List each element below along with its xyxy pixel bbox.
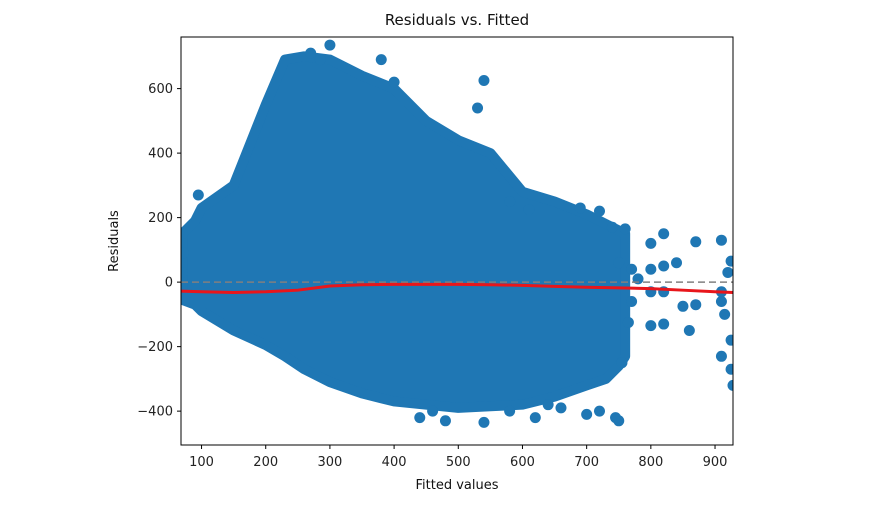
residual-point <box>719 308 731 320</box>
residual-point <box>181 228 188 240</box>
x-axis-ticks: 100 200 300 400 500 600 700 800 900 <box>189 445 727 470</box>
residual-point <box>439 415 451 427</box>
residual-point <box>626 263 638 275</box>
residual-point <box>715 234 727 246</box>
x-tick-label: 100 <box>189 455 214 470</box>
lowess-smooth-line <box>181 282 733 294</box>
x-tick-label: 300 <box>317 455 342 470</box>
residual-point <box>725 363 733 375</box>
residual-point <box>414 412 426 424</box>
residual-point <box>523 204 535 216</box>
residual-point <box>593 205 605 217</box>
residual-point <box>478 416 490 428</box>
y-tick-label: −200 <box>137 340 173 355</box>
residual-point <box>181 247 190 259</box>
x-tick-label: 500 <box>446 455 471 470</box>
plot-frame <box>180 36 734 446</box>
residual-point <box>375 54 387 66</box>
x-tick-label: 600 <box>510 455 535 470</box>
x-tick-label: 400 <box>382 455 407 470</box>
residual-point <box>610 412 622 424</box>
residual-point <box>725 255 733 267</box>
residual-point <box>645 320 657 332</box>
residual-point-cloud <box>181 51 631 413</box>
residual-point <box>671 257 683 269</box>
residual-point <box>658 228 670 240</box>
x-tick-label: 800 <box>638 455 663 470</box>
residual-point <box>690 236 702 248</box>
residual-point <box>427 405 439 417</box>
y-tick-label: 600 <box>148 82 173 97</box>
residual-point <box>504 405 516 417</box>
residual-point <box>616 357 628 369</box>
y-axis-label: Residuals <box>107 210 122 272</box>
residual-point <box>305 47 317 59</box>
residual-point <box>314 54 326 66</box>
x-axis-label: Fitted values <box>415 478 498 493</box>
residual-point <box>677 300 689 312</box>
y-axis-ticks: −400 −200 0 200 400 600 <box>137 82 181 420</box>
residual-point <box>715 350 727 362</box>
residual-point <box>725 334 733 346</box>
residual-point <box>542 399 554 411</box>
residual-point <box>645 237 657 249</box>
residual-point <box>555 402 567 414</box>
residual-point <box>181 266 188 278</box>
residual-point <box>478 75 490 87</box>
residual-point <box>626 295 638 307</box>
residual-point <box>388 76 400 88</box>
residual-point <box>690 299 702 311</box>
residual-point <box>504 195 516 207</box>
residual-point <box>658 318 670 330</box>
residual-point <box>529 412 541 424</box>
x-tick-label: 900 <box>703 455 728 470</box>
chart-title: Residuals vs. Fitted <box>385 11 529 29</box>
y-tick-label: 400 <box>148 147 173 162</box>
residual-point <box>593 405 605 417</box>
residual-point <box>324 39 336 51</box>
residual-point <box>619 223 631 235</box>
residual-point <box>645 263 657 275</box>
y-tick-label: 0 <box>165 276 173 291</box>
y-tick-label: 200 <box>148 211 173 226</box>
residual-point <box>622 316 634 328</box>
residual-point <box>658 260 670 272</box>
x-tick-label: 700 <box>574 455 599 470</box>
residual-point <box>722 266 733 278</box>
residual-point <box>715 295 727 307</box>
residual-point <box>606 221 618 233</box>
residual-point <box>192 189 204 201</box>
y-tick-label: −400 <box>137 405 173 420</box>
residual-point <box>472 102 484 114</box>
x-tick-label: 200 <box>253 455 278 470</box>
residual-point <box>727 379 733 391</box>
plot-area <box>181 39 733 428</box>
residual-point <box>574 202 586 214</box>
residual-point <box>683 325 695 337</box>
residual-point <box>581 408 593 420</box>
residual-point <box>613 257 625 269</box>
residual-points <box>181 39 733 428</box>
